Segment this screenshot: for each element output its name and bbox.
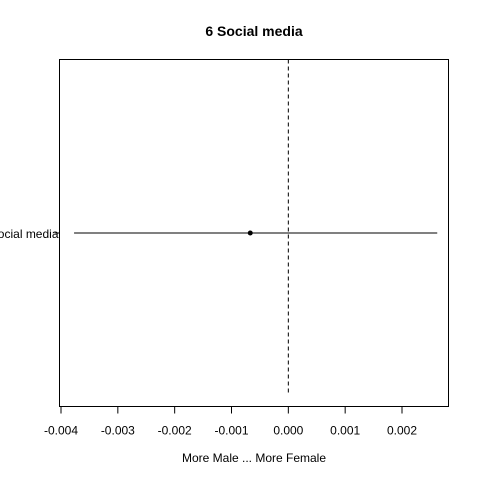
estimate-point xyxy=(247,230,253,236)
x-axis: -0.004 -0.003 -0.002 -0.001 0.000 0.001 0.002 xyxy=(44,406,417,438)
chart-title: 6 Social media xyxy=(205,23,302,39)
x-axis-label: More Male ... More Female xyxy=(182,451,326,465)
x-tick-label: -0.002 xyxy=(158,424,192,438)
x-tick-label: -0.003 xyxy=(101,424,135,438)
chart-marks: Social media xyxy=(0,59,438,393)
x-tick-label: 0.002 xyxy=(387,424,417,438)
x-tick-label: 0.001 xyxy=(330,424,360,438)
x-tick-label: 0.000 xyxy=(273,424,303,438)
x-tick-label: -0.004 xyxy=(44,424,78,438)
category-label: Social media xyxy=(0,227,59,241)
x-tick-label: -0.001 xyxy=(214,424,248,438)
